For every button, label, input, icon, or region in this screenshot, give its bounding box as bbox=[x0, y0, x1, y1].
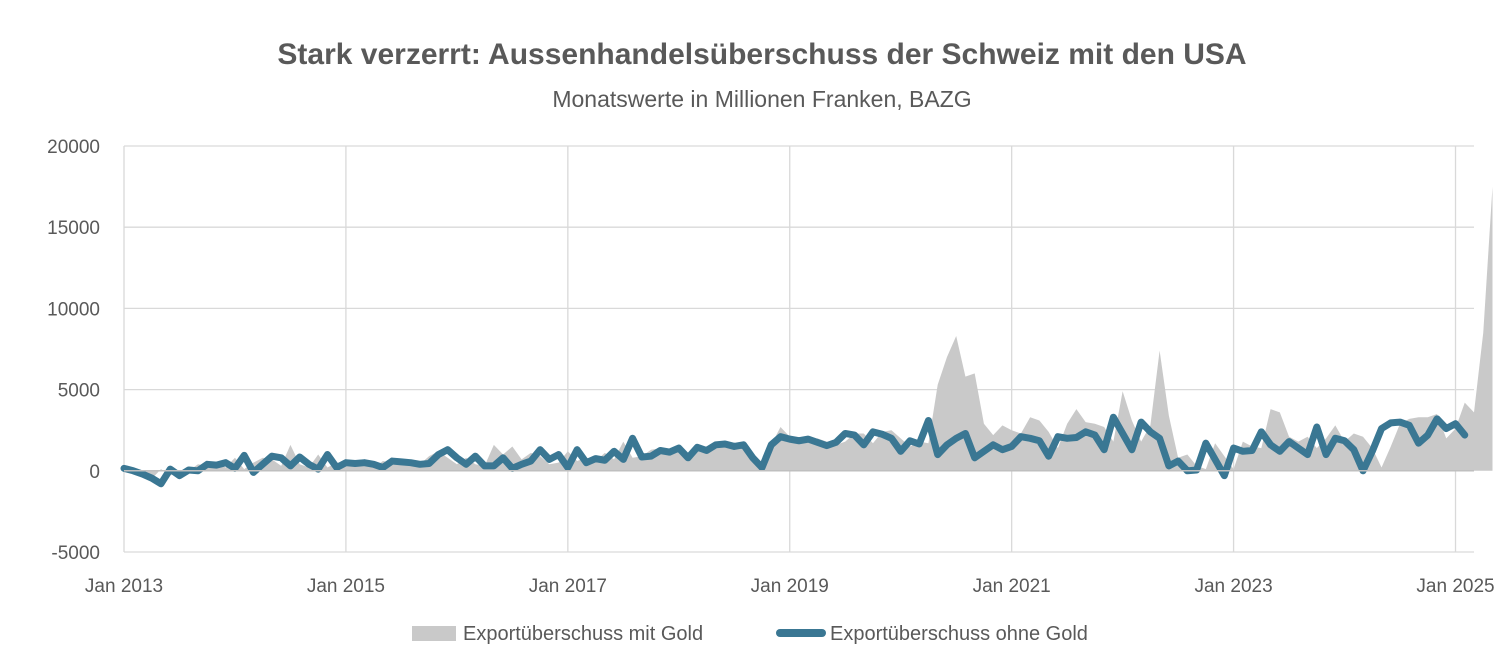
legend-label-mit-gold: Exportüberschuss mit Gold bbox=[463, 623, 703, 645]
y-tick-label: 15000 bbox=[47, 218, 100, 239]
gridlines bbox=[123, 145, 1474, 553]
x-tick-label: Jan 2013 bbox=[85, 576, 163, 597]
legend-label-ohne-gold: Exportüberschuss ohne Gold bbox=[830, 623, 1088, 645]
y-tick-label: 0 bbox=[89, 462, 100, 483]
line-layer bbox=[120, 413, 1469, 488]
series-area-mit-gold bbox=[124, 186, 1493, 479]
y-tick-label: 10000 bbox=[47, 299, 100, 320]
x-tick-label: Jan 2017 bbox=[529, 576, 607, 597]
x-tick-label: Jan 2019 bbox=[751, 576, 829, 597]
y-tick-label: 5000 bbox=[58, 381, 100, 402]
x-tick-label: Jan 2021 bbox=[973, 576, 1051, 597]
y-tick-label: -5000 bbox=[51, 543, 100, 564]
chart-subtitle: Monatswerte in Millionen Franken, BAZG bbox=[552, 86, 972, 112]
area-layer bbox=[124, 186, 1493, 479]
axis-layer: 20000 15000 10000 5000 0 -5000 Jan 2013 Jan 201… bbox=[47, 137, 1494, 597]
chart-title: Stark verzerrt: Aussenhandelsüberschuss … bbox=[277, 38, 1247, 71]
x-tick-label: Jan 2015 bbox=[307, 576, 385, 597]
legend: Exportüberschuss mit Gold Exportüberschus… bbox=[412, 623, 1088, 645]
x-tick-label: Jan 2023 bbox=[1194, 576, 1272, 597]
legend-swatch-mit-gold bbox=[412, 626, 456, 641]
x-tick-label: Jan 2025 bbox=[1416, 576, 1494, 597]
y-tick-label: 20000 bbox=[47, 137, 100, 158]
series-line-ohne-gold bbox=[120, 413, 1469, 488]
